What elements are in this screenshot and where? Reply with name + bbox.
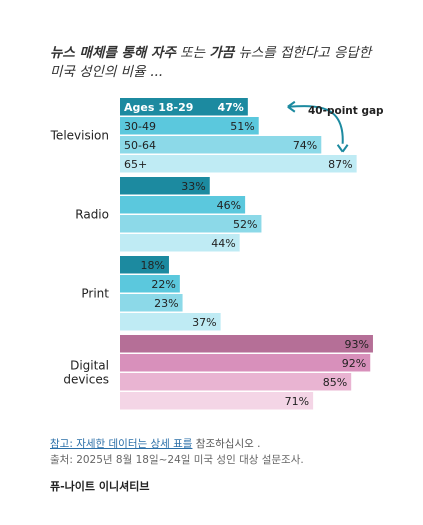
bar-0-0 [120,98,248,116]
bar-3-2 [120,373,352,391]
series-label-2: 50-64 [124,139,156,152]
bar-3-3 [120,392,314,410]
value-label-1-3: 44% [211,237,235,250]
value-label-3-2: 85% [323,376,347,389]
title-part1: 뉴스 매체를 통해 자주 [50,45,176,61]
bar-0-1 [120,117,259,135]
gap-arrowhead-down [336,144,349,153]
value-label-2-3: 37% [192,316,216,329]
bar-0-2 [120,136,322,154]
value-label-1-1: 46% [217,199,241,212]
gap-arrowhead-left [287,100,296,113]
note-line: 참고: 자세한 데이터는 상세 표를 참조하십시오 . [50,436,304,452]
bar-0-3 [120,155,357,173]
series-label-3: 65+ [124,158,147,171]
gap-annotation-label: 40-point gap [308,105,384,117]
bar-1-1 [120,196,246,214]
category-label-3: Digital devices [63,358,109,386]
value-label-0-3: 87% [328,158,352,171]
title-part4: 뉴스를 접한다고 응답한 [234,45,372,61]
bar-3-1 [120,354,371,372]
value-label-3-1: 92% [342,357,366,370]
value-label-0-0: 47% [217,101,243,114]
brand-logo-text: 퓨-나이트 이니셔티브 [50,480,150,493]
value-label-1-2: 52% [233,218,257,231]
bar-1-3 [120,234,240,252]
category-label-1: Radio [75,207,109,221]
series-label-0: Ages 18-29 [124,101,193,114]
series-label-1: 30-49 [124,120,156,133]
gap-arrow-line [287,105,344,144]
value-label-2-2: 23% [154,297,178,310]
category-label-2: Print [81,286,109,300]
bar-3-0 [120,335,373,353]
source-line: 출처: 2025년 8월 18일~24일 미국 성인 대상 설문조사. [50,454,304,466]
bar-1-0 [120,177,210,195]
note-rest: 참조하십시오 . [192,438,261,450]
title-part3: 가끔 [209,45,235,61]
bar-2-1 [120,275,180,293]
value-label-0-2: 74% [293,139,317,152]
value-label-1-0: 33% [181,180,205,193]
detailed-tables-link[interactable]: 참고: 자세한 데이터는 상세 표를 [50,438,193,450]
bar-2-3 [120,313,221,331]
footer: 참고: 자세한 데이터는 상세 표를 참조하십시오 . 출처: 2025년 8월… [50,436,304,468]
value-label-2-1: 22% [151,278,175,291]
value-label-3-3: 71% [285,395,309,408]
title-line2: 미국 성인의 비율 ... [50,64,163,80]
title-part2: 또는 [175,45,210,61]
value-label-0-1: 51% [230,120,254,133]
category-label-0: Television [50,128,109,142]
value-label-2-0: 18% [141,259,165,272]
bar-2-2 [120,294,183,312]
value-label-3-0: 93% [345,338,369,351]
bar-2-0 [120,256,169,274]
chart-title: 뉴스 매체를 통해 자주 또는 가끔 뉴스를 접한다고 응답한 미국 성인의 비… [50,44,410,82]
bar-1-2 [120,215,262,233]
